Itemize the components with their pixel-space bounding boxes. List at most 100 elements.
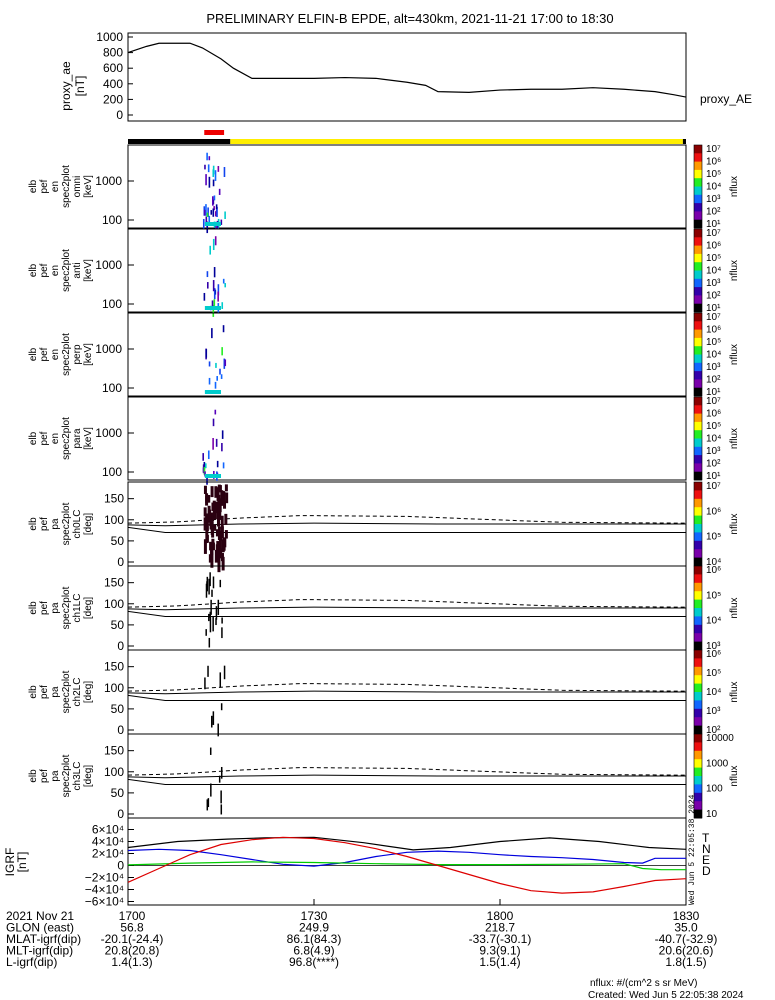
omni-ylabel: spec2plot <box>61 165 72 208</box>
anti-cbar-tick: 10⁴ <box>706 266 721 277</box>
para-ylabel: elb <box>28 431 39 445</box>
para-cbar-swatch <box>694 471 702 481</box>
ch0-ylabel: spec2plot <box>61 502 72 545</box>
anti-pixel <box>211 300 214 308</box>
para-pixel <box>222 462 225 469</box>
ch2-pixel <box>207 665 209 677</box>
ch0-pixel <box>215 502 219 514</box>
ch0-loss-cone <box>127 522 686 527</box>
proxy-ae-ytick: 0 <box>116 108 123 122</box>
ch0-cbar-swatch <box>694 540 702 550</box>
para-cbar-swatch <box>694 463 702 473</box>
omni-pixel <box>224 211 226 220</box>
omni-ylabel: pef <box>39 179 50 193</box>
anti-ylabel: pef <box>39 263 50 277</box>
ch2-cbar-swatch <box>694 683 702 693</box>
omni-cbar-swatch <box>694 219 702 229</box>
ch3-ylabel: spec2plot <box>61 754 72 797</box>
ch2-cbar-label: nflux <box>729 681 740 702</box>
ch0-ytick: 100 <box>104 513 124 527</box>
omni-pixel <box>203 209 206 216</box>
omni-pixel <box>204 164 206 170</box>
ch0-pixel <box>215 529 219 537</box>
para-ylabel: [keV] <box>83 427 94 450</box>
table-cell: 6.8(4.9) <box>293 944 334 958</box>
omni-cbar-swatch <box>694 211 702 221</box>
ch0-pixel <box>205 493 209 506</box>
ch2-ytick: 150 <box>104 660 124 674</box>
para-pixel <box>216 460 219 468</box>
anti-pixel <box>206 271 209 278</box>
para-ytick: 1000 <box>95 426 122 440</box>
ch1-pixel <box>221 627 223 639</box>
anti-pixel <box>212 280 215 292</box>
perp-cbar-swatch <box>694 371 702 380</box>
ch0-cbar-swatch <box>694 532 702 542</box>
ch2-ylabel: spec2plot <box>61 670 72 713</box>
para-cbar-swatch <box>694 438 702 448</box>
ch0-pixel <box>218 535 222 551</box>
ch0-cbar-swatch <box>694 549 702 559</box>
omni-pixel <box>207 164 210 173</box>
table-label: MLAT-igrf(dip) <box>6 932 81 946</box>
ch1-pixel <box>209 617 212 633</box>
perp-ylabel: pef <box>39 347 50 361</box>
chart-title: PRELIMINARY ELFIN-B EPDE, alt=430km, 202… <box>206 11 613 26</box>
anti-ylabel: en <box>50 265 61 276</box>
ch1-anti-loss-cone <box>127 599 687 608</box>
perp-pixel <box>205 349 208 358</box>
proxy-ae-ytick: 200 <box>103 92 123 106</box>
perp-cbar-swatch <box>694 362 702 372</box>
anti-pixel <box>221 302 224 309</box>
ch3-pixel <box>210 783 212 797</box>
anti-pixel <box>222 278 225 284</box>
ch1-cbar-swatch <box>694 624 702 634</box>
table-cell: 1.8(1.5) <box>665 955 706 969</box>
para-cbar-frame <box>693 396 703 481</box>
ch3-loss-cone <box>127 774 686 779</box>
ch0-pixel <box>211 502 215 511</box>
omni-pixel <box>212 208 215 217</box>
para-cbar-tick: 10⁷ <box>706 396 721 407</box>
igrf-ytick: 2×10⁴ <box>92 847 124 861</box>
ch0-pixel <box>217 556 221 573</box>
ch0-pixel <box>210 543 214 558</box>
anti-ytick: 100 <box>102 297 122 311</box>
ch1-cbar-swatch <box>694 608 702 617</box>
ch2-cbar-swatch <box>694 658 702 668</box>
ch3-cbar-label: nflux <box>729 765 740 786</box>
ch0-cbar-swatch <box>694 507 702 517</box>
ch0-pixel <box>209 520 213 530</box>
ch3-pixel <box>220 766 223 779</box>
ch2-ylabel: [deg] <box>83 681 94 703</box>
anti-pixel <box>212 238 215 251</box>
omni-cbar-swatch <box>694 178 702 187</box>
perp-pixel <box>222 325 225 333</box>
table-cell: 1800 <box>487 909 514 923</box>
ch1-pixel <box>211 589 213 597</box>
anti-pixel <box>213 267 216 278</box>
anti-pixel <box>217 284 220 296</box>
ch0-cbar-swatch <box>694 498 702 508</box>
ch2-cbar-swatch <box>694 650 702 659</box>
para-pixel <box>202 467 205 473</box>
ch3-ytick: 100 <box>104 765 124 779</box>
status-bar-segment <box>128 139 231 144</box>
status-bar-segment <box>682 139 686 144</box>
ch3-pixel <box>206 799 209 811</box>
perp-cbar-swatch <box>694 354 702 364</box>
omni-pixel <box>206 152 208 161</box>
ch1-ytick: 150 <box>104 576 124 590</box>
ch3-loss-cone-lower <box>127 778 686 785</box>
ch3-cbar-swatch <box>694 767 702 777</box>
ch3-pixel <box>207 798 210 808</box>
ch0-cbar-swatch <box>694 524 702 533</box>
table-cell: 1.5(1.4) <box>479 955 520 969</box>
ch1-ylabel: ch1LC <box>72 594 83 623</box>
omni-pixel <box>212 165 215 175</box>
para-cbar-swatch <box>694 413 702 423</box>
perp-cbar-swatch <box>694 321 702 331</box>
ch0-cbar-tick: 10⁵ <box>706 532 721 543</box>
para-cbar-tick: 10³ <box>706 446 721 457</box>
proxy-ae-ytick: 600 <box>103 61 123 75</box>
